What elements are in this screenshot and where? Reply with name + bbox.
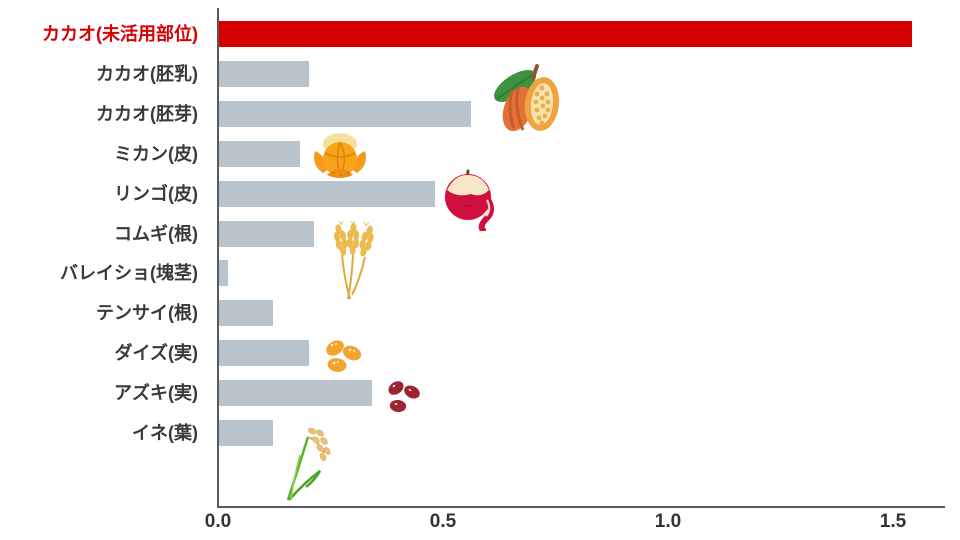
x-tick-label: 1.0	[654, 511, 682, 532]
category-label: リンゴ(皮)	[114, 183, 198, 204]
bar	[219, 220, 314, 247]
cacao-pods-icon	[493, 64, 560, 132]
bar	[219, 420, 273, 446]
category-label: イネ(葉)	[132, 423, 198, 443]
bar	[219, 300, 273, 327]
x-tick-label: 1.5	[879, 511, 907, 532]
category-label: テンサイ(根)	[96, 303, 198, 324]
y-axis-line	[217, 8, 219, 508]
category-label: カカオ(胚芽)	[96, 103, 198, 124]
soybeans-icon	[326, 340, 362, 372]
bar	[219, 260, 228, 287]
bar	[219, 380, 372, 407]
bar	[219, 60, 309, 87]
x-tick-label: 0.5	[429, 511, 457, 532]
category-label: カカオ(胚乳)	[96, 63, 198, 84]
mandarin-peel-icon	[314, 133, 366, 178]
highlight-bar	[219, 21, 912, 47]
bar	[219, 100, 471, 127]
category-label: バレイショ(塊茎)	[60, 263, 198, 284]
category-label: カカオ(未活用部位)	[42, 24, 198, 44]
bar	[219, 180, 435, 207]
category-label: コムギ(根)	[114, 223, 198, 244]
bar	[219, 140, 300, 167]
bar	[219, 340, 309, 367]
x-axis-line	[217, 506, 945, 508]
x-tick-label: 0.0	[204, 511, 232, 532]
apple-peel-icon	[445, 169, 494, 231]
category-label: ミカン(皮)	[114, 143, 198, 164]
category-label: アズキ(実)	[114, 383, 198, 404]
category-label: ダイズ(実)	[114, 343, 198, 364]
rice-plant-icon	[286, 427, 331, 501]
azuki-beans-icon	[388, 381, 420, 413]
wheat-ears-icon	[333, 221, 374, 300]
